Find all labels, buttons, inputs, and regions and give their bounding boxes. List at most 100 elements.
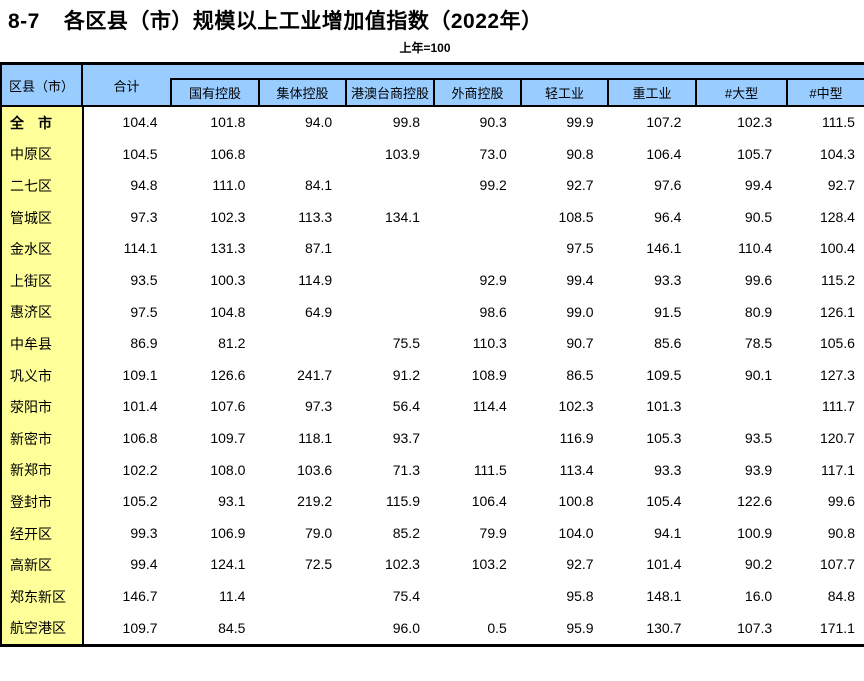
- table-row: 上街区 93.5 100.3 114.9 92.9 99.4 93.3 99.6 115.2: [2, 264, 864, 297]
- row-label: 中牟县: [2, 328, 84, 360]
- value-cell: 93.5: [130, 271, 158, 288]
- value-cell: 108.9: [471, 366, 507, 383]
- row-label: 惠济区: [2, 296, 84, 329]
- value-cell: 73.0: [479, 145, 507, 162]
- page-title: 8-7 各区县（市）规模以上工业增加值指数（2022年）: [8, 5, 543, 35]
- row-label: 巩义市: [2, 359, 84, 392]
- col-header-state-owned: 国有控股: [170, 78, 258, 105]
- value-cell: 94.1: [654, 524, 682, 541]
- value-cell: 94.8: [130, 177, 158, 194]
- value-cell: 104.3: [819, 145, 855, 162]
- col-header-light-industry: 轻工业: [520, 78, 607, 105]
- value-cell: 118.1: [298, 429, 333, 446]
- value-cell: 92.7: [566, 556, 594, 573]
- table-row: 惠济区 97.5 104.8 64.9 98.6 99.0 91.5 80.9 126.1: [2, 296, 864, 329]
- value-cell: 64.9: [304, 303, 333, 320]
- value-cell: 106.4: [646, 145, 682, 162]
- value-cell: 241.7: [297, 366, 333, 383]
- value-cell: 100.4: [819, 240, 855, 257]
- value-cell: 78.5: [744, 335, 773, 352]
- value-cell: [259, 581, 346, 613]
- value-cell: 97.5: [566, 240, 594, 257]
- row-label: 高新区: [2, 549, 84, 581]
- value-cell: 79.0: [304, 524, 333, 541]
- value-cell: 106.9: [210, 524, 246, 541]
- value-cell: 71.3: [392, 461, 420, 478]
- table-row: 荥阳市 101.4 107.6 97.3 56.4 114.4 102.3 101.3 111.…: [2, 391, 864, 423]
- value-cell: 101.8: [210, 114, 246, 130]
- value-cell: 90.3: [479, 114, 507, 130]
- value-cell: 98.6: [479, 303, 507, 320]
- value-cell: 107.3: [737, 619, 773, 636]
- value-cell: 109.1: [122, 366, 158, 383]
- value-cell: 114.9: [298, 271, 333, 288]
- value-cell: 90.2: [744, 556, 773, 573]
- value-cell: 105.6: [819, 335, 855, 352]
- value-cell: 91.5: [654, 303, 682, 320]
- value-cell: 99.6: [744, 271, 773, 288]
- value-cell: [346, 297, 434, 329]
- value-cell: 102.3: [737, 114, 773, 130]
- value-cell: 127.3: [819, 366, 855, 383]
- value-cell: 99.4: [130, 556, 158, 573]
- value-cell: 101.3: [646, 398, 682, 415]
- value-cell: 102.3: [210, 208, 246, 225]
- value-cell: 111.5: [473, 461, 507, 478]
- value-cell: 90.7: [566, 335, 594, 352]
- value-cell: 99.2: [479, 177, 507, 194]
- table-row: 新郑市 102.2 108.0 103.6 71.3 111.5 113.4 93.3 93.9…: [2, 454, 864, 487]
- value-cell: 96.0: [392, 619, 420, 636]
- value-cell: 111.5: [822, 114, 855, 130]
- value-cell: 124.1: [210, 556, 246, 573]
- row-label: 二七区: [2, 170, 84, 202]
- table-number: 8-7: [8, 10, 40, 33]
- value-cell: 105.3: [646, 429, 682, 446]
- value-cell: 93.9: [744, 461, 773, 478]
- value-cell: 103.2: [471, 556, 507, 573]
- value-cell: 85.2: [392, 524, 420, 541]
- value-cell: 85.6: [654, 335, 682, 352]
- value-cell: 99.8: [392, 114, 420, 130]
- value-cell: 109.5: [646, 366, 682, 383]
- value-cell: 108.5: [558, 208, 594, 225]
- value-cell: 105.2: [122, 493, 158, 510]
- value-cell: [434, 581, 521, 613]
- col-header-heavy-industry: 重工业: [607, 78, 695, 105]
- value-cell: 114.4: [472, 398, 507, 415]
- value-cell: 91.2: [392, 366, 420, 383]
- table-row: 登封市 105.2 93.1 219.2 115.9 106.4 100.8 105.4 122…: [2, 486, 864, 518]
- col-header-large: #大型: [695, 78, 786, 105]
- value-cell: 148.1: [646, 587, 682, 604]
- value-cell: 104.5: [122, 145, 158, 162]
- value-cell: 108.0: [210, 461, 246, 478]
- value-cell: [434, 233, 521, 265]
- value-cell: [434, 423, 521, 455]
- value-cell: [259, 139, 346, 171]
- sub-header-group: 国有控股 集体控股 港澳台商控股 外商控股 轻工业 重工业 #大型 #中型: [170, 65, 864, 105]
- value-cell: 104.8: [210, 303, 246, 320]
- row-label: 荥阳市: [2, 391, 84, 423]
- table-row: 金水区 114.1 131.3 87.1 97.5 146.1 110.4 100.4: [2, 233, 864, 265]
- value-cell: 84.8: [827, 587, 855, 604]
- value-cell: 146.1: [646, 240, 682, 257]
- value-cell: 86.5: [566, 366, 594, 383]
- col-header-foreign: 外商控股: [433, 78, 520, 105]
- value-cell: 113.3: [298, 208, 333, 225]
- value-cell: 95.8: [566, 587, 594, 604]
- value-cell: 80.9: [744, 303, 773, 320]
- value-cell: 97.6: [654, 177, 682, 194]
- value-cell: 90.1: [744, 366, 773, 383]
- value-cell: 104.0: [558, 524, 594, 541]
- value-cell: 96.4: [654, 208, 682, 225]
- value-cell: 111.7: [822, 398, 855, 415]
- table-title-text: 各区县（市）规模以上工业增加值指数（2022年）: [63, 10, 543, 33]
- table-body: 全 市 104.4 101.8 94.0 99.8 90.3 99.9 107.2 102.3 1…: [2, 107, 864, 645]
- value-cell: 75.5: [392, 335, 420, 352]
- value-cell: 106.4: [471, 493, 507, 510]
- col-header-medium: #中型: [786, 78, 864, 105]
- value-cell: 93.7: [392, 429, 420, 446]
- value-cell: 92.9: [479, 271, 507, 288]
- value-cell: 128.4: [819, 208, 855, 225]
- value-cell: 94.0: [304, 114, 333, 130]
- row-label: 经开区: [2, 517, 84, 550]
